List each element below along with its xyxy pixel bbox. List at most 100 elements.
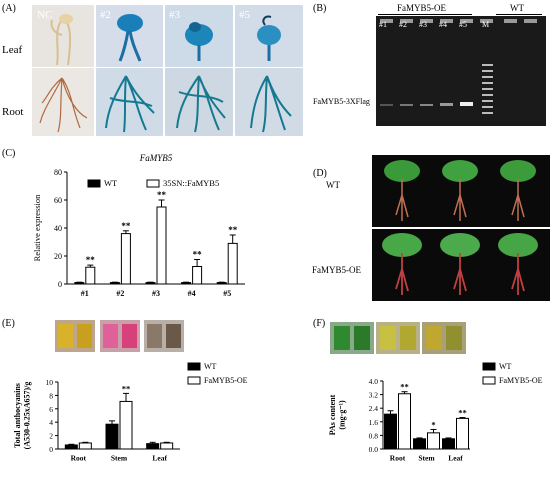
c-bar — [156, 206, 167, 285]
f-y-tick-label: 1.6 — [369, 418, 379, 427]
tubes-root — [55, 320, 95, 352]
row-label-leaf: Leaf — [2, 44, 23, 56]
photo-plants-oe — [372, 229, 550, 301]
tubes-stem-f — [376, 322, 420, 354]
c-bar — [181, 282, 192, 285]
c-legend-label: 35SN::FaMYB5 — [163, 178, 219, 188]
e-bar — [78, 442, 92, 450]
f-y-tick-label: 3.2 — [369, 391, 379, 400]
c-title: FaMYB5 — [139, 153, 173, 163]
photo-root-5 — [235, 68, 303, 136]
col-label-3: #3 — [169, 9, 180, 21]
photo-leaf-nc — [32, 5, 94, 67]
panel-c: 0 20 40 60 80 Relative expression ** #1 ** #2 ** #3… — [0, 148, 300, 308]
c-y-label: Relative expression — [32, 194, 42, 262]
tubes-leaf — [144, 320, 184, 352]
f-bar — [398, 393, 411, 450]
c-x-tick-label: #5 — [223, 289, 231, 298]
f-significance: ** — [400, 382, 409, 392]
group-line-wt — [496, 14, 542, 15]
f-bar — [384, 413, 397, 450]
c-bar — [109, 282, 120, 285]
f-legend-swatch — [482, 376, 496, 385]
e-x-tick-label: Stem — [111, 454, 128, 463]
lane-1: #1 — [379, 20, 387, 29]
f-x-tick-label: Root — [390, 454, 406, 463]
e-legend-swatch — [187, 362, 201, 371]
group-line-oe — [378, 14, 472, 15]
e-y-label: (A530-0.25xA657)/g — [23, 382, 32, 450]
f-y-tick-label: 0.8 — [369, 431, 379, 440]
f-significance: * — [431, 419, 435, 429]
c-y-tick-label: 40 — [54, 224, 62, 233]
photo-leaf-2 — [96, 5, 163, 67]
c-bar — [227, 242, 238, 285]
f-bar — [427, 432, 440, 450]
c-x-tick-label: #2 — [116, 289, 124, 298]
c-bar — [85, 266, 96, 285]
tubes-root-f — [330, 322, 374, 354]
c-legend-swatch — [87, 179, 101, 188]
f-y-tick-label: 0.0 — [369, 445, 379, 454]
c-significance: ** — [121, 221, 131, 231]
photo-root-2 — [96, 68, 163, 136]
photo-leaf-5 — [235, 5, 303, 67]
c-x-tick-label: #1 — [81, 289, 89, 298]
lane-3: #3 — [419, 20, 427, 29]
c-legend-label: WT — [104, 178, 118, 188]
photo-plants-wt — [372, 155, 550, 227]
e-bar — [64, 444, 78, 450]
chart-c: 0 20 40 60 80 Relative expression ** #1 ** #2 ** #3… — [32, 153, 245, 298]
band-label: FaMYB5-3XFlag — [313, 97, 370, 106]
photo-root-nc — [32, 68, 94, 136]
e-bar — [160, 442, 174, 450]
e-y-tick-label: 2 — [49, 432, 53, 441]
c-bar — [216, 282, 227, 285]
f-y-label: (mg·g⁻¹) — [338, 400, 347, 430]
panel-b-label: (B) — [313, 3, 327, 14]
e-y-label: Total anthocyanins — [13, 383, 22, 448]
panel-e-label: (E) — [2, 318, 15, 329]
c-y-tick-label: 80 — [54, 168, 62, 177]
e-x-tick-label: Leaf — [152, 454, 167, 463]
f-bar — [456, 417, 469, 450]
c-y-tick-label: 0 — [58, 280, 62, 289]
panel-e: 0 2 4 6 8 10 Total anthocyanins (A530-0.25xA657… — [0, 352, 275, 492]
e-y-tick-label: 8 — [49, 391, 53, 400]
f-bar — [413, 438, 426, 450]
f-x-tick-label: Leaf — [448, 454, 463, 463]
group-label-wt: WT — [510, 3, 524, 13]
e-y-tick-label: 10 — [46, 378, 54, 387]
col-label-nc: NC — [37, 9, 53, 21]
e-legend-swatch — [187, 376, 201, 385]
f-y-tick-label: 2.4 — [369, 404, 379, 413]
e-y-tick-label: 6 — [49, 405, 53, 414]
panel-c-label: (C) — [2, 148, 16, 159]
e-significance: ** — [122, 383, 131, 393]
c-significance: ** — [228, 225, 238, 235]
c-bar — [74, 282, 85, 285]
row-label-root: Root — [2, 106, 24, 118]
f-y-tick-label: 4.0 — [369, 377, 379, 386]
chart-f: 0.0 0.8 1.6 2.4 3.2 4.0 PAs content (mg·g⁻¹) ** R… — [328, 362, 543, 463]
f-significance: ** — [458, 408, 467, 418]
row-label-wt: WT — [326, 180, 340, 190]
photo-leaf-3 — [165, 5, 233, 67]
panel-f: 0.0 0.8 1.6 2.4 3.2 4.0 PAs content (mg·g⁻¹) ** R… — [275, 352, 550, 492]
e-legend-label: FaMYB5-OE — [204, 376, 248, 385]
e-bar — [105, 423, 119, 450]
chart-e: 0 2 4 6 8 10 Total anthocyanins (A530-0.25xA657… — [13, 362, 248, 463]
row-label-oe: FaMYB5-OE — [312, 265, 361, 275]
c-significance: ** — [157, 190, 167, 200]
f-legend-label: WT — [499, 362, 512, 371]
c-y-tick-label: 20 — [54, 252, 62, 261]
c-bar — [145, 282, 156, 285]
lane-4: #4 — [439, 20, 447, 29]
tubes-leaf-f — [422, 322, 466, 354]
col-label-2: #2 — [100, 9, 111, 21]
photo-root-3 — [165, 68, 233, 136]
group-label-oe: FaMYB5-OE — [397, 3, 446, 13]
f-y-label: PAs content — [328, 394, 337, 435]
c-x-tick-label: #3 — [152, 289, 160, 298]
lane-m: M — [482, 20, 490, 29]
